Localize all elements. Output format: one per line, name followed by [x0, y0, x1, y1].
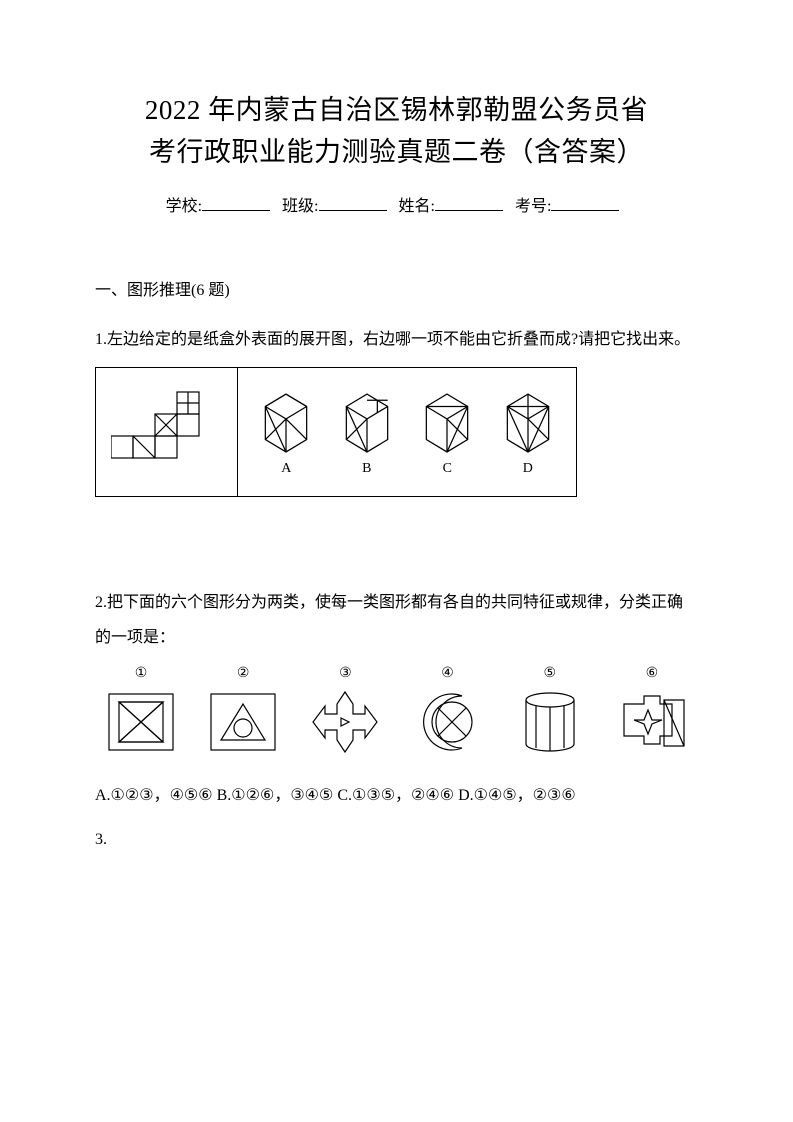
school-label: 学校: [166, 198, 202, 215]
q2-item-4: ④ [402, 665, 494, 758]
q2-num-2: ② [237, 665, 250, 682]
school-blank[interactable] [202, 197, 270, 211]
q2-item-1: ① [95, 665, 187, 758]
q2-text: 2.把下面的六个图形分为两类，使每一类图形都有各自的共同特征或规律，分类正确的一… [95, 585, 698, 655]
label-b: B [362, 461, 371, 477]
q1-option-a: A [255, 387, 317, 477]
name-blank[interactable] [435, 197, 503, 211]
q2-shape-6-icon [612, 686, 692, 758]
q2-item-5: ⑤ [504, 665, 596, 758]
title-line-2: 考行政职业能力测验真题二卷（含答案） [95, 132, 698, 174]
q1-options: A B C [238, 368, 576, 496]
q1-figure: A B C [95, 367, 577, 497]
cube-net-icon [111, 386, 223, 478]
q2-options: A.①②③，④⑤⑥ B.①②⑥，③④⑤ C.①③⑤，②④⑥ D.①④⑤，②③⑥ [95, 778, 698, 813]
label-d: D [523, 461, 533, 477]
q3-text: 3. [95, 831, 698, 849]
student-info-line: 学校: 班级: 姓名: 考号: [95, 192, 698, 216]
q2-item-6: ⑥ [606, 665, 698, 758]
examno-label: 考号: [515, 198, 551, 215]
q1-option-d: D [497, 387, 559, 477]
cube-c-icon [416, 387, 478, 457]
q2-shape-4-icon [408, 686, 488, 758]
q1-option-c: C [416, 387, 478, 477]
q2-item-2: ② [197, 665, 289, 758]
q1-text: 1.左边给定的是纸盒外表面的展开图，右边哪一项不能由它折叠而成?请把它找出来。 [95, 322, 698, 357]
q2-item-3: ③ [299, 665, 391, 758]
q1-net [96, 368, 238, 496]
section-1-heading: 一、图形推理(6 题) [95, 276, 698, 300]
q2-shape-5-icon [510, 686, 590, 758]
examno-blank[interactable] [551, 197, 619, 211]
cube-b-icon [336, 387, 398, 457]
q2-shape-1-icon [101, 686, 181, 758]
q2-figure: ① ② ③ ④ ⑤ [95, 665, 698, 758]
name-label: 姓名: [399, 198, 435, 215]
title-line-1: 2022 年内蒙古自治区锡林郭勒盟公务员省 [95, 90, 698, 132]
q2-num-1: ① [135, 665, 148, 682]
q2-num-5: ⑤ [543, 665, 556, 682]
class-label: 班级: [282, 198, 318, 215]
exam-title: 2022 年内蒙古自治区锡林郭勒盟公务员省 考行政职业能力测验真题二卷（含答案） [95, 90, 698, 174]
label-a: A [281, 461, 291, 477]
label-c: C [443, 461, 452, 477]
cube-a-icon [255, 387, 317, 457]
q2-num-6: ⑥ [646, 665, 659, 682]
q2-shape-3-icon [305, 686, 385, 758]
class-blank[interactable] [319, 197, 387, 211]
q2-num-4: ④ [441, 665, 454, 682]
q2-num-3: ③ [339, 665, 352, 682]
q1-option-b: B [336, 387, 398, 477]
q2-shape-2-icon [203, 686, 283, 758]
cube-d-icon [497, 387, 559, 457]
